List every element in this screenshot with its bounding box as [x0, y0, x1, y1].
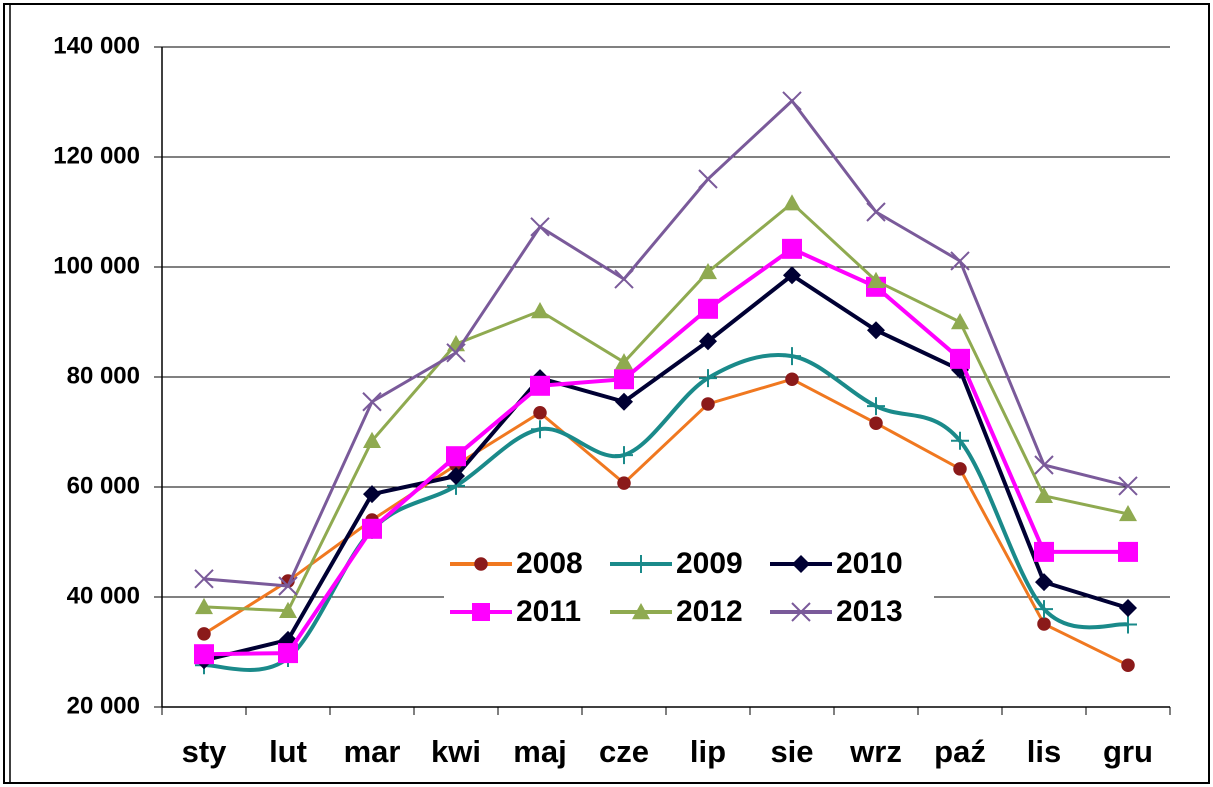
- marker: [1034, 541, 1054, 562]
- x-tick-label: paź: [934, 734, 986, 769]
- marker: [363, 485, 381, 504]
- marker: [614, 369, 634, 390]
- marker: [698, 298, 718, 319]
- marker: [615, 392, 633, 411]
- marker: [446, 343, 466, 363]
- marker: [783, 266, 801, 285]
- marker: [950, 348, 970, 369]
- series-line: [203, 98, 1129, 588]
- marker: [1035, 573, 1053, 592]
- marker: [195, 597, 213, 615]
- series-line: [203, 201, 1129, 613]
- marker: [1118, 541, 1138, 562]
- marker: [531, 302, 549, 319]
- marker: [362, 518, 382, 539]
- legend-label: 2011: [516, 595, 581, 628]
- marker: [363, 431, 381, 448]
- marker: [279, 601, 297, 618]
- marker: [1119, 599, 1137, 617]
- marker: [783, 347, 801, 366]
- x-tick-label: sie: [770, 734, 813, 769]
- marker: [614, 269, 634, 289]
- marker: [615, 446, 633, 465]
- marker: [867, 321, 885, 340]
- series-line: [203, 377, 1129, 667]
- marker: [530, 375, 550, 396]
- x-tick-label: lis: [1027, 734, 1061, 769]
- y-tick-label: 40 000: [67, 582, 140, 609]
- legend-label: 2008: [516, 547, 583, 580]
- marker: [1119, 504, 1137, 522]
- y-tick-label: 60 000: [67, 472, 140, 499]
- marker: [1119, 615, 1137, 634]
- marker: [1034, 455, 1054, 475]
- legend-label: 2012: [676, 595, 743, 628]
- x-tick-label: gru: [1103, 734, 1153, 769]
- marker: [1035, 486, 1053, 503]
- marker: [951, 431, 969, 450]
- marker: [869, 416, 883, 430]
- legend-label: 2010: [836, 547, 903, 580]
- frame: [3, 3, 1210, 784]
- marker: [783, 194, 801, 211]
- marker: [446, 446, 466, 467]
- marker: [866, 202, 886, 222]
- marker: [951, 313, 969, 330]
- series-line: [203, 272, 1129, 663]
- marker: [699, 369, 717, 388]
- series-line: [203, 246, 1128, 657]
- marker: [278, 576, 298, 596]
- marker: [953, 462, 967, 476]
- marker: [701, 397, 715, 411]
- marker: [194, 644, 214, 665]
- marker: [1121, 658, 1135, 672]
- marker: [867, 271, 885, 288]
- y-tick-label: 80 000: [67, 362, 140, 389]
- marker: [447, 467, 465, 485]
- legend-label: 2013: [836, 595, 903, 628]
- marker: [632, 603, 650, 620]
- x-tick-label: lip: [690, 734, 726, 769]
- marker: [530, 217, 550, 237]
- marker: [792, 555, 810, 573]
- marker: [782, 91, 802, 111]
- marker: [474, 557, 488, 571]
- x-tick-label: sty: [182, 734, 228, 769]
- marker: [472, 603, 490, 621]
- y-tick-label: 120 000: [53, 142, 140, 169]
- marker: [1037, 617, 1051, 631]
- marker: [531, 420, 549, 439]
- marker: [699, 262, 717, 280]
- marker: [791, 602, 811, 622]
- x-tick-label: lut: [269, 734, 307, 769]
- marker: [699, 332, 717, 351]
- marker: [617, 476, 631, 490]
- legend-box: [444, 536, 934, 642]
- x-tick-label: wrz: [849, 734, 902, 769]
- y-tick-label: 140 000: [53, 32, 140, 59]
- marker: [698, 169, 718, 189]
- x-tick-label: cze: [599, 734, 649, 769]
- y-tick-label: 20 000: [67, 692, 140, 719]
- x-tick-label: mar: [344, 734, 401, 769]
- marker: [194, 569, 214, 589]
- x-tick-label: maj: [513, 734, 566, 769]
- marker: [533, 406, 547, 420]
- marker: [278, 643, 298, 664]
- marker: [785, 372, 799, 386]
- marker: [362, 392, 382, 412]
- marker: [632, 555, 650, 573]
- marker: [950, 251, 970, 271]
- marker: [867, 397, 885, 416]
- marker: [197, 627, 211, 641]
- x-tick-label: kwi: [431, 734, 481, 769]
- y-tick-label: 100 000: [53, 252, 140, 279]
- marker: [782, 238, 802, 259]
- marker: [615, 353, 633, 370]
- marker: [1118, 476, 1138, 496]
- marker: [1035, 600, 1053, 619]
- legend-label: 2009: [676, 547, 743, 580]
